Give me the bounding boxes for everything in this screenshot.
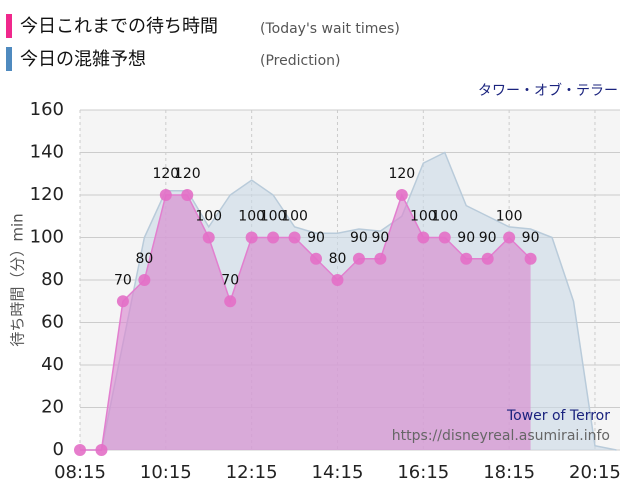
point <box>331 274 344 286</box>
x-tick-label: 18:15 <box>483 462 535 483</box>
point <box>138 274 151 286</box>
data-label: 120 <box>388 166 415 182</box>
y-tick-label: 140 <box>30 142 64 163</box>
y-tick-label: 120 <box>30 184 64 205</box>
y-tick-label: 60 <box>41 312 64 333</box>
data-label: 90 <box>307 230 325 246</box>
point <box>181 189 194 201</box>
data-label: 70 <box>221 272 239 288</box>
data-label: 120 <box>174 166 201 182</box>
point <box>395 189 408 201</box>
line <box>80 193 532 451</box>
y-tick-label: 100 <box>30 227 64 248</box>
data-label: 100 <box>281 209 308 225</box>
legend-note: (Today's wait times) <box>260 21 400 37</box>
data-label: 80 <box>135 251 153 267</box>
y-tick-label: 20 <box>41 397 64 418</box>
point <box>460 252 473 265</box>
data-label: 90 <box>522 230 540 246</box>
point <box>310 252 323 265</box>
x-tick-label: 08:15 <box>54 462 106 483</box>
data-label: 100 <box>195 209 222 225</box>
data-label: 100 <box>410 209 437 225</box>
data-label: 100 <box>260 209 287 225</box>
point <box>503 231 516 244</box>
point <box>116 295 129 308</box>
point <box>159 189 172 201</box>
point <box>288 231 301 244</box>
data-label: 120 <box>152 166 179 182</box>
x-tick-label: 20:15 <box>569 462 621 483</box>
point <box>245 231 258 244</box>
y-axis-label: 待ち時間（分）min <box>9 213 27 346</box>
data-label: 90 <box>457 230 475 246</box>
data-label: 70 <box>114 272 132 288</box>
point <box>74 444 86 456</box>
point <box>524 252 537 265</box>
point <box>481 252 494 265</box>
point <box>224 295 237 308</box>
x-tick-label: 14:15 <box>312 462 364 483</box>
point <box>202 231 215 244</box>
data-label: 90 <box>479 230 497 246</box>
point <box>374 252 387 265</box>
y-tick-label: 160 <box>30 99 64 120</box>
data-label: 100 <box>431 209 458 225</box>
point <box>267 231 280 244</box>
legend-label: 今日これまでの待ち時間 <box>20 16 218 37</box>
point <box>352 252 365 265</box>
y-tick-label: 80 <box>41 269 64 290</box>
data-label: 90 <box>371 230 389 246</box>
x-tick-label: 16:15 <box>397 462 449 483</box>
watermark: Tower of Terror <box>506 408 610 424</box>
point <box>95 444 108 456</box>
subtitle: タワー・オブ・テラー <box>478 82 618 99</box>
area <box>80 195 531 450</box>
x-tick-label: 12:15 <box>226 462 278 483</box>
point <box>417 231 430 244</box>
source: https://disneyreal.asumirai.info <box>392 428 610 444</box>
point <box>438 231 451 244</box>
legend-label: 今日の混雑予想 <box>20 49 146 70</box>
legend-swatch <box>6 47 12 71</box>
data-label: 80 <box>329 251 347 267</box>
legend-note: (Prediction) <box>260 53 340 69</box>
y-tick-label: 40 <box>41 354 64 375</box>
data-label: 100 <box>238 209 265 225</box>
x-tick-label: 10:15 <box>140 462 192 483</box>
legend-swatch <box>6 14 12 38</box>
data-label: 90 <box>350 230 368 246</box>
data-label: 100 <box>496 209 523 225</box>
y-tick-label: 0 <box>53 439 64 460</box>
